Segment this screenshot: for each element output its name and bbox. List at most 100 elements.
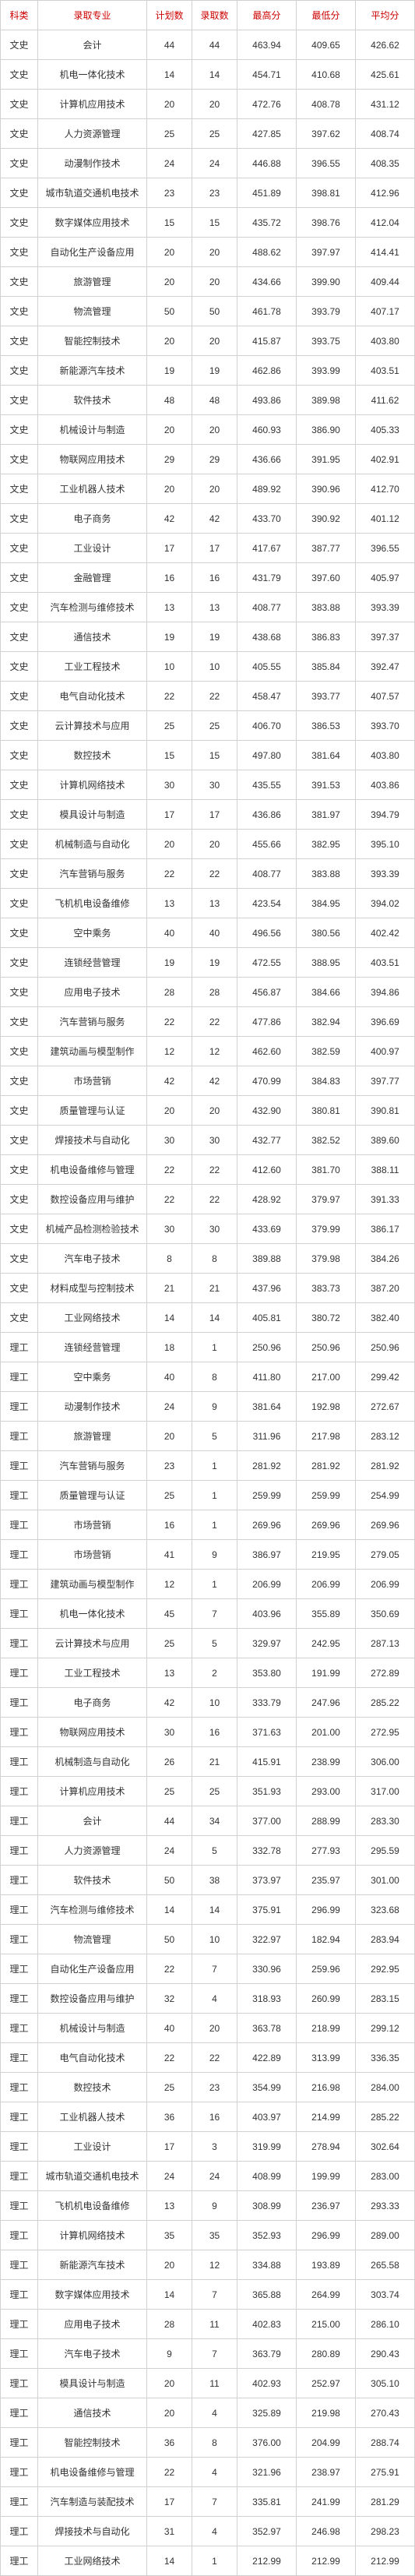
cell: 293.00 [297,1777,356,1806]
table-row: 文史数控技术1515497.80381.64403.80 [1,741,415,770]
cell: 380.56 [297,918,356,948]
cell: 理工 [1,1540,38,1570]
cell: 371.63 [237,1718,297,1747]
cell: 399.90 [297,267,356,297]
cell: 物流管理 [38,1925,147,1954]
cell: 236.97 [297,2191,356,2221]
table-row: 理工空中乘务408411.80217.00299.42 [1,1362,415,1392]
cell: 1 [192,1451,237,1481]
cell: 381.64 [237,1392,297,1422]
cell: 34 [192,1806,237,1836]
cell: 386.97 [237,1540,297,1570]
cell: 空中乘务 [38,918,147,948]
cell: 402.93 [237,2369,297,2398]
cell: 405.97 [356,563,415,593]
table-row: 文史焊接技术与自动化3030432.77382.52389.60 [1,1126,415,1155]
cell: 7 [192,2487,237,2517]
cell: 396.55 [297,149,356,178]
cell: 25 [192,1777,237,1806]
table-row: 文史工业设计1717417.67387.77396.55 [1,534,415,563]
table-row: 文史数字媒体应用技术1515435.72398.76412.04 [1,208,415,238]
cell: 金融管理 [38,563,147,593]
cell: 403.96 [237,1599,297,1629]
cell: 29 [192,445,237,474]
cell: 文史 [1,1303,38,1333]
cell: 415.91 [237,1747,297,1777]
cell: 388.11 [356,1155,415,1185]
cell: 文史 [1,445,38,474]
cell: 381.97 [297,800,356,830]
cell: 470.99 [237,1066,297,1096]
cell: 会计 [38,30,147,60]
cell: 412.60 [237,1155,297,1185]
table-row: 文史连锁经营管理1919472.55388.95403.51 [1,948,415,978]
cell: 285.22 [356,1688,415,1718]
cell: 363.78 [237,2014,297,2043]
table-row: 文史模具设计与制造1717436.86381.97394.79 [1,800,415,830]
cell: 332.78 [237,1836,297,1866]
cell: 218.99 [297,2014,356,2043]
cell: 新能源汽车技术 [38,2250,147,2280]
cell: 44 [147,30,192,60]
cell: 20 [147,1096,192,1126]
cell: 13 [147,593,192,622]
cell: 321.96 [237,2458,297,2487]
cell: 277.93 [297,1836,356,1866]
table-row: 文史自动化生产设备应用2020488.62397.97414.41 [1,238,415,267]
cell: 388.95 [297,948,356,978]
cell: 24 [147,1836,192,1866]
cell: 1 [192,1570,237,1599]
cell: 云计算技术与应用 [38,711,147,741]
cell: 496.56 [237,918,297,948]
table-row: 理工云计算技术与应用255329.97242.95287.13 [1,1629,415,1658]
cell: 17 [192,534,237,563]
cell: 空中乘务 [38,1362,147,1392]
cell: 477.86 [237,1007,297,1037]
cell: 431.79 [237,563,297,593]
table-row: 理工电气自动化技术2222422.89313.99336.35 [1,2043,415,2073]
cell: 394.02 [356,889,415,918]
cell: 文史 [1,652,38,682]
cell: 393.99 [297,356,356,386]
cell: 235.97 [297,1866,356,1895]
cell: 308.99 [237,2191,297,2221]
cell: 12 [147,1037,192,1066]
cell: 299.42 [356,1362,415,1392]
cell: 269.96 [356,1510,415,1540]
cell: 理工 [1,2191,38,2221]
cell: 50 [147,297,192,326]
cell: 306.00 [356,1747,415,1777]
cell: 417.67 [237,534,297,563]
cell: 25 [147,2073,192,2102]
cell: 理工 [1,1658,38,1688]
table-row: 理工计算机应用技术2525351.93293.00317.00 [1,1777,415,1806]
cell: 工业机器人技术 [38,2102,147,2132]
cell: 318.93 [237,1984,297,2014]
table-row: 文史机电一体化技术1414454.71410.68425.61 [1,60,415,90]
cell: 机械设计与制造 [38,415,147,445]
cell: 379.98 [297,1244,356,1274]
table-row: 文史工业工程技术1010405.55385.84392.47 [1,652,415,682]
cell: 理工 [1,2280,38,2310]
cell: 9 [192,1392,237,1422]
cell: 288.74 [356,2428,415,2458]
cell: 20 [147,2250,192,2280]
cell: 文史 [1,60,38,90]
cell: 283.30 [356,1806,415,1836]
cell: 智能控制技术 [38,326,147,356]
cell: 14 [147,60,192,90]
cell: 文史 [1,415,38,445]
cell: 389.88 [237,1244,297,1274]
table-row: 文史旅游管理2020434.66399.90409.44 [1,267,415,297]
cell: 数控设备应用与维护 [38,1984,147,2014]
cell: 20 [192,830,237,859]
cell: 365.88 [237,2280,297,2310]
cell: 216.98 [297,2073,356,2102]
cell: 理工 [1,1451,38,1481]
table-row: 文史汽车检测与维修技术1313408.77383.88393.39 [1,593,415,622]
admission-table: 科类录取专业计划数录取数最高分最低分平均分 文史会计4444463.94409.… [0,0,415,2576]
cell: 理工 [1,1954,38,1984]
cell: 机械产品检测检验技术 [38,1214,147,1244]
cell: 206.99 [297,1570,356,1599]
cell: 17 [147,2487,192,2517]
